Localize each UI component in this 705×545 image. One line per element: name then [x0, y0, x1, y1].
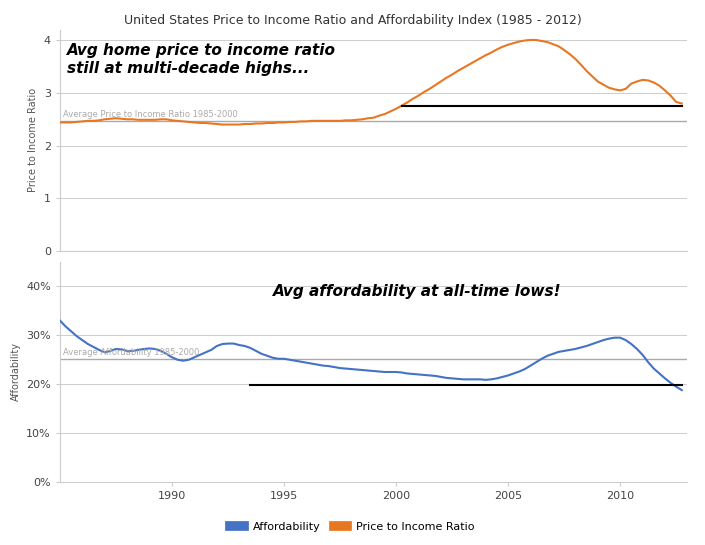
- Y-axis label: Affordability: Affordability: [11, 342, 20, 402]
- Text: United States Price to Income Ratio and Affordability Index (1985 - 2012): United States Price to Income Ratio and …: [123, 14, 582, 27]
- Text: Avg home price to income ratio
still at multi-decade highs...: Avg home price to income ratio still at …: [67, 43, 336, 76]
- Legend: Affordability, Price to Income Ratio: Affordability, Price to Income Ratio: [226, 518, 479, 537]
- Text: Average Price to Income Ratio 1985-2000: Average Price to Income Ratio 1985-2000: [63, 110, 238, 119]
- Text: Avg affordability at all-time lows!: Avg affordability at all-time lows!: [273, 284, 561, 299]
- Y-axis label: Price to Income Ratio: Price to Income Ratio: [28, 88, 38, 192]
- Text: Average Affordability 1985-2000: Average Affordability 1985-2000: [63, 348, 200, 357]
